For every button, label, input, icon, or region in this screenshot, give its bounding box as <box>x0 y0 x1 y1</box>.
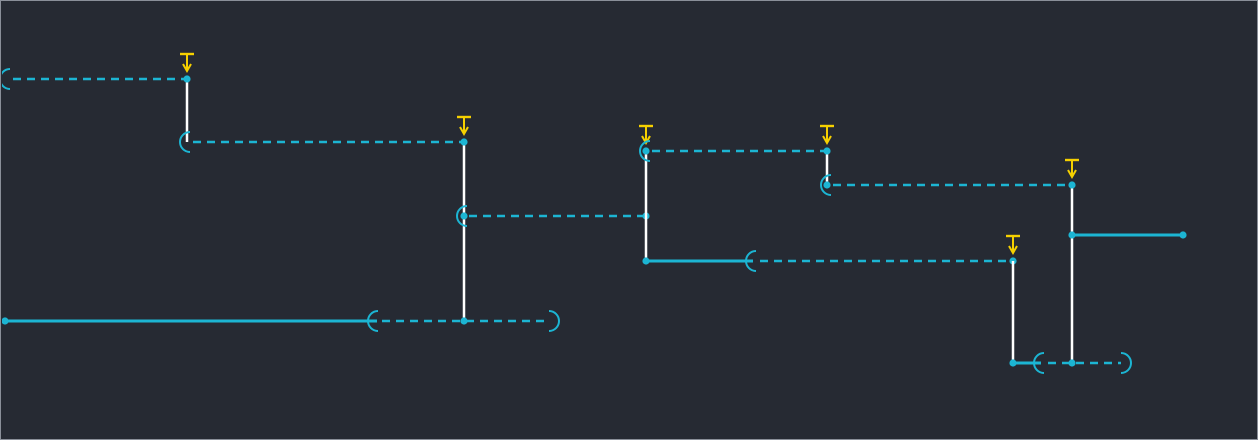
node-dot <box>823 147 831 155</box>
tee-down-arrow-icon <box>820 124 834 146</box>
open-arc-icon <box>179 131 191 153</box>
node-dot <box>183 75 191 83</box>
node-dot <box>642 147 650 155</box>
open-arc-icon <box>456 205 468 227</box>
tee-down-arrow-icon <box>1065 158 1079 180</box>
open-arc-icon <box>1033 352 1045 374</box>
open-arc-icon <box>639 140 651 162</box>
node-dot <box>1068 181 1076 189</box>
open-arc-icon <box>2 68 11 90</box>
close-arc-icon <box>548 310 560 332</box>
node-dot <box>1179 231 1187 239</box>
close-arc-icon <box>1120 352 1132 374</box>
node-dot <box>823 181 831 189</box>
tee-down-arrow-icon <box>639 124 653 146</box>
open-arc-icon <box>820 174 832 196</box>
node-dot <box>460 138 468 146</box>
node-dot <box>460 212 468 220</box>
tee-down-arrow-icon <box>457 115 471 137</box>
open-arc-icon <box>367 310 379 332</box>
open-arc-icon <box>745 250 757 272</box>
node-dot <box>2 317 9 325</box>
tee-down-arrow-icon <box>180 52 194 74</box>
node-dot <box>460 317 468 325</box>
node-dot <box>1068 359 1076 367</box>
tee-down-arrow-icon <box>1006 234 1020 256</box>
